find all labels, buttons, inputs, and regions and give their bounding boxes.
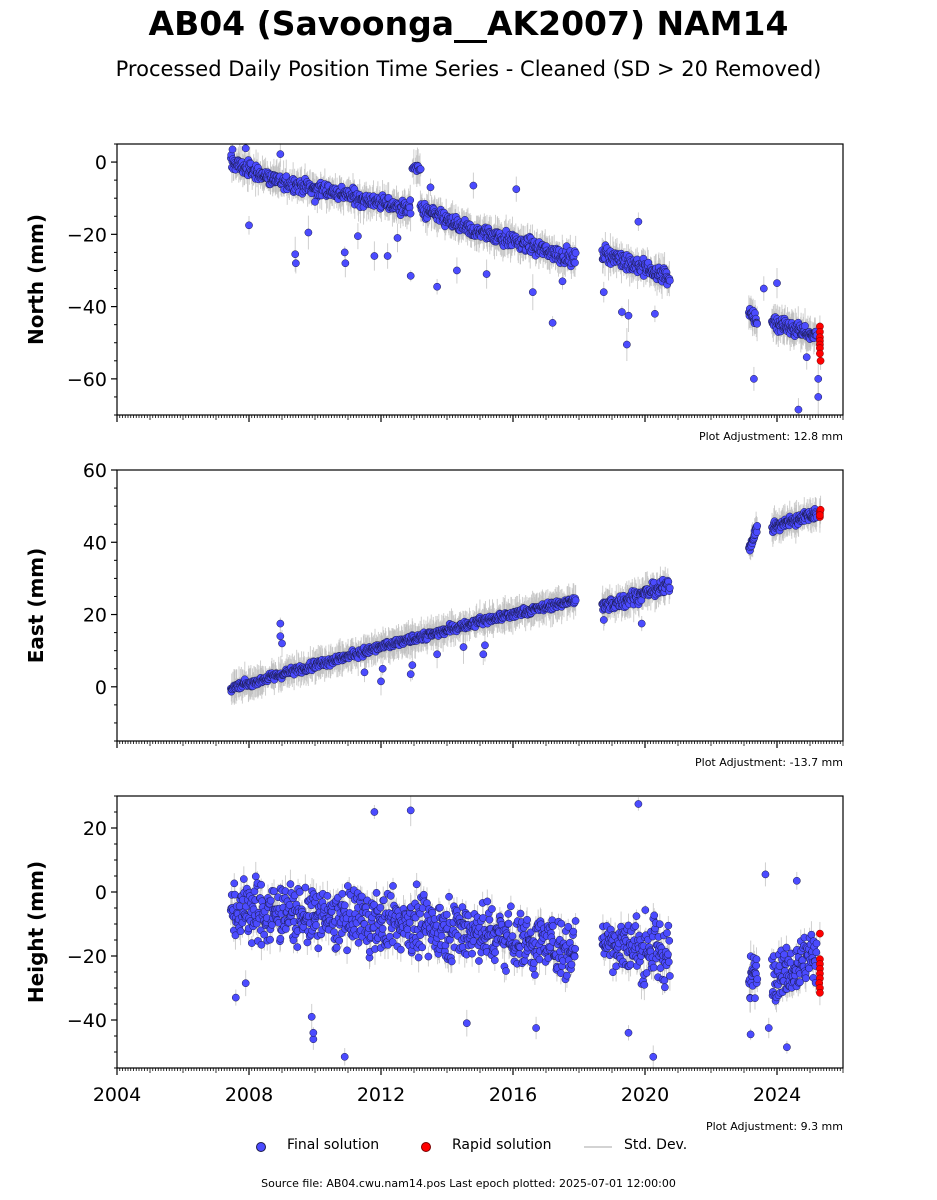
panel-east: 0 20 40 60 East (mm) Plot Adjustment: -13.7 m… — [24, 460, 844, 769]
rapid-solution-points — [816, 505, 825, 521]
y-tick-label: −20 — [67, 224, 107, 246]
final-solution-outlier — [311, 197, 319, 206]
final-solution-point — [571, 596, 580, 605]
data-layer — [226, 796, 824, 1068]
final-solution-outlier — [802, 353, 811, 362]
final-solution-outlier — [479, 650, 488, 659]
final-solution-outlier — [228, 145, 237, 154]
plot-adjustment-note: Plot Adjustment: 12.8 mm — [699, 430, 843, 443]
final-solution-outlier — [378, 664, 387, 673]
final-solution-outlier — [481, 641, 489, 650]
y-axis-label: East (mm) — [24, 548, 48, 664]
final-solution-outlier — [291, 250, 300, 259]
axes-frame — [116, 143, 844, 416]
final-solution-outlier — [276, 150, 285, 158]
final-solution-outlier — [276, 619, 285, 628]
final-solution-outlier — [377, 677, 385, 686]
final-solution-outlier — [433, 282, 441, 291]
final-solution-outlier — [360, 668, 369, 677]
final-solution-outlier — [341, 259, 350, 268]
final-solution-outlier — [406, 670, 415, 679]
std-dev-bars — [230, 495, 822, 705]
final-solution-outlier — [512, 185, 521, 194]
final-solution-outlier — [599, 288, 608, 296]
chart-subtitle: Processed Daily Position Time Series - C… — [115, 57, 822, 81]
y-tick-label: 0 — [95, 152, 107, 174]
final-solution-outlier — [383, 252, 392, 260]
y-tick-label: 20 — [83, 605, 107, 627]
final-solution-outlier — [245, 221, 253, 230]
data-layer — [227, 495, 825, 705]
final-solution-point — [753, 522, 762, 530]
y-tick-label: −40 — [67, 297, 107, 319]
final-solution-outlier — [624, 311, 633, 320]
rapid-solution-point — [816, 356, 825, 365]
final-solution-outlier — [794, 405, 803, 414]
std-dev-bars — [230, 144, 822, 415]
final-solution-outlier — [408, 661, 417, 669]
final-solution-outlier — [278, 639, 286, 648]
final-solution-outlier — [292, 259, 300, 268]
panel-north: 0 −20 −40 −60 North (mm) Plot Adjustment: 12.… — [24, 143, 844, 443]
final-solution-point — [416, 165, 425, 173]
final-solution-points — [227, 505, 821, 696]
final-solution-outlier — [773, 279, 781, 287]
final-solution-point — [753, 319, 761, 328]
final-solution-point — [571, 258, 579, 267]
plot-adjustment-note: Plot Adjustment: -13.7 mm — [695, 756, 843, 769]
y-tick-label: −60 — [67, 369, 107, 391]
final-solution-outlier — [528, 288, 537, 296]
final-solution-outlier — [354, 232, 362, 240]
final-solution-outlier — [241, 144, 250, 153]
chart-title: AB04 (Savoonga__AK2007) NAM14 — [148, 4, 789, 43]
rapid-solution-point — [816, 349, 824, 358]
final-solution-outlier — [433, 650, 441, 659]
y-tick-label: 0 — [95, 677, 107, 699]
y-axis-label: North (mm) — [24, 214, 48, 345]
data-layer — [227, 144, 825, 415]
final-solution-outlier — [469, 181, 478, 190]
y-tick-label: 60 — [83, 460, 107, 482]
final-solution-outlier — [426, 183, 435, 192]
final-solution-outlier — [393, 234, 402, 242]
final-solution-outlier — [599, 616, 608, 624]
final-solution-outlier — [651, 309, 659, 318]
final-solution-outlier — [406, 272, 415, 280]
final-solution-outlier — [814, 393, 823, 401]
final-solution-outlier — [304, 228, 313, 237]
final-solution-outlier — [453, 266, 461, 275]
rapid-solution-points — [816, 322, 825, 365]
y-tick-label: 40 — [83, 532, 107, 554]
final-solution-outlier — [459, 643, 468, 651]
final-solution-outlier — [759, 284, 768, 293]
final-solution-outlier — [623, 340, 631, 349]
final-solution-outlier — [634, 217, 643, 226]
final-solution-outlier — [276, 632, 285, 641]
final-solution-outlier — [814, 375, 823, 383]
final-solution-outlier — [482, 270, 491, 278]
final-solution-outlier — [370, 252, 379, 260]
final-solution-outlier — [637, 619, 646, 628]
final-solution-point — [406, 209, 415, 218]
final-solution-points — [227, 144, 823, 414]
final-solution-outlier — [548, 319, 557, 327]
final-solution-point — [406, 196, 415, 204]
rapid-solution-point — [816, 511, 824, 520]
final-solution-point — [282, 172, 291, 181]
final-solution-point — [666, 276, 674, 285]
final-solution-point — [665, 584, 674, 592]
final-solution-outlier — [340, 248, 349, 257]
final-solution-outlier — [558, 277, 567, 286]
final-solution-outlier — [750, 375, 758, 383]
final-solution-point — [571, 249, 580, 257]
final-solution-outlier — [618, 308, 626, 316]
